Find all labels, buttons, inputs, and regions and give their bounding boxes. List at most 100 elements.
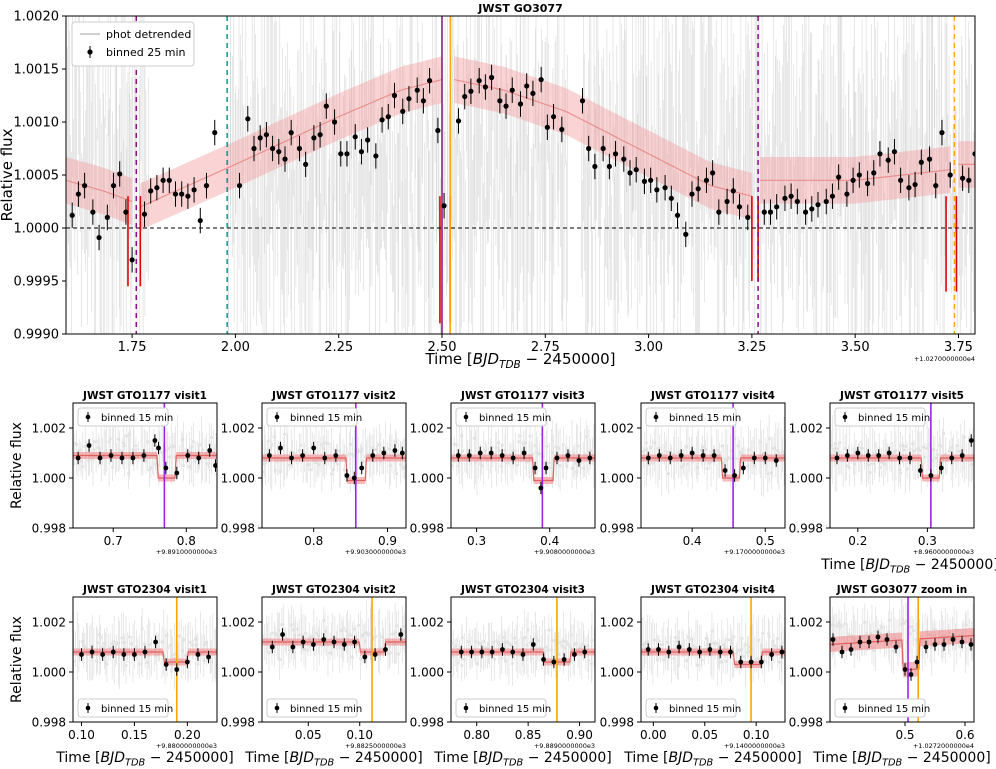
raw-point — [949, 446, 953, 450]
raw-point — [393, 630, 397, 635]
raw-point — [686, 635, 690, 639]
y-tick-label: 1.000 — [32, 472, 66, 486]
raw-point — [263, 461, 267, 465]
binned-point — [311, 642, 316, 647]
raw-point — [278, 657, 282, 662]
legend-frame — [645, 698, 737, 718]
raw-point — [665, 450, 669, 454]
binned-point — [365, 137, 371, 143]
offset-text: +9.8825000000e3 — [345, 742, 406, 750]
raw-point — [873, 451, 877, 455]
x-tick-label: 0.05 — [295, 728, 322, 742]
raw-point — [864, 632, 868, 636]
raw-point — [942, 432, 946, 436]
binned-point — [809, 206, 815, 212]
raw-point — [564, 640, 568, 644]
binned-point — [296, 145, 303, 152]
raw-point — [403, 624, 406, 628]
raw-point — [869, 631, 873, 635]
axes-frame — [829, 596, 975, 723]
raw-point — [197, 443, 202, 447]
raw-point — [707, 461, 711, 465]
y-tick-label: 1.000 — [32, 666, 66, 680]
raw-point — [777, 660, 781, 664]
binned-point — [86, 443, 92, 448]
raw-point — [320, 443, 324, 447]
raw-point — [92, 447, 96, 452]
raw-point — [769, 471, 774, 475]
binned-point — [497, 98, 503, 104]
raw-point — [590, 638, 594, 642]
offset-text: +9.1700000000e3 — [724, 548, 785, 556]
y-tick-label: 1.002 — [221, 422, 255, 436]
binned-point — [732, 473, 737, 478]
raw-point — [536, 638, 540, 643]
legend: binned 15 min — [77, 698, 173, 718]
raw-point — [726, 455, 730, 460]
raw-point — [550, 639, 554, 643]
raw-point — [300, 633, 304, 637]
raw-point — [206, 462, 210, 466]
raw-point — [867, 463, 871, 467]
offset-text: +9.8890000000e3 — [534, 742, 595, 750]
raw-point — [565, 464, 569, 468]
raw-point — [129, 642, 133, 646]
binned-point — [383, 647, 388, 652]
binned-point — [836, 174, 842, 180]
raw-point — [362, 632, 366, 636]
raw-point — [742, 654, 746, 659]
binned-point — [645, 647, 651, 652]
raw-point — [182, 638, 186, 642]
y-tick-label: 1.0000 — [14, 222, 60, 237]
x-tick-label: 0.15 — [121, 728, 148, 742]
binned-point — [532, 465, 538, 471]
raw-point — [323, 629, 327, 633]
x-axis-label: Time [BJDTDB − 2450000] — [424, 350, 615, 371]
raw-point — [331, 468, 335, 472]
plot-area — [830, 403, 974, 528]
binned-point — [678, 453, 684, 458]
raw-point — [269, 446, 273, 450]
binned-point — [656, 453, 662, 458]
binned-point — [510, 649, 516, 655]
raw-point — [715, 641, 719, 646]
binned-point — [834, 455, 840, 461]
raw-point — [297, 448, 301, 452]
raw-point — [660, 642, 664, 647]
raw-point — [757, 638, 761, 642]
raw-point — [120, 636, 124, 640]
panel-gto2304v3: 0.80 0.85 0.90 0.998 1.000 1.002 JWST GTO2304 … — [410, 584, 612, 769]
raw-point — [472, 436, 476, 440]
binned-points — [645, 446, 779, 482]
binned-point — [488, 74, 495, 81]
binned-point — [79, 652, 84, 657]
raw-point — [98, 635, 103, 639]
raw-point — [380, 635, 384, 639]
x-axis-label: Time [BJDTDB − 2450000] — [812, 750, 990, 769]
binned-point — [117, 171, 123, 177]
binned-point — [351, 475, 357, 481]
raw-point — [947, 449, 951, 453]
y-tick-label: 1.000 — [410, 666, 444, 680]
raw-point — [526, 628, 530, 632]
raw-point — [547, 628, 551, 632]
raw-point — [304, 631, 308, 635]
binned-point — [711, 453, 717, 458]
raw-point — [905, 467, 909, 471]
binned-point — [891, 149, 898, 155]
binned-point — [163, 662, 169, 667]
y-tick-label: 1.002 — [410, 616, 444, 630]
raw-point — [273, 468, 277, 473]
binned-point — [466, 453, 472, 458]
raw-point — [694, 645, 698, 649]
panel-gto1177v2: 0.8 0.9 0.998 1.000 1.002 JWST GTO1177 visit2… — [221, 390, 407, 556]
binned-point — [381, 450, 387, 456]
raw-point — [97, 632, 101, 637]
raw-point — [314, 460, 318, 465]
legend-swatch — [85, 705, 91, 711]
binned-point — [129, 257, 135, 263]
raw-point — [116, 437, 120, 441]
raw-point — [280, 622, 284, 626]
raw-point — [165, 633, 169, 638]
binned-points — [79, 635, 211, 676]
